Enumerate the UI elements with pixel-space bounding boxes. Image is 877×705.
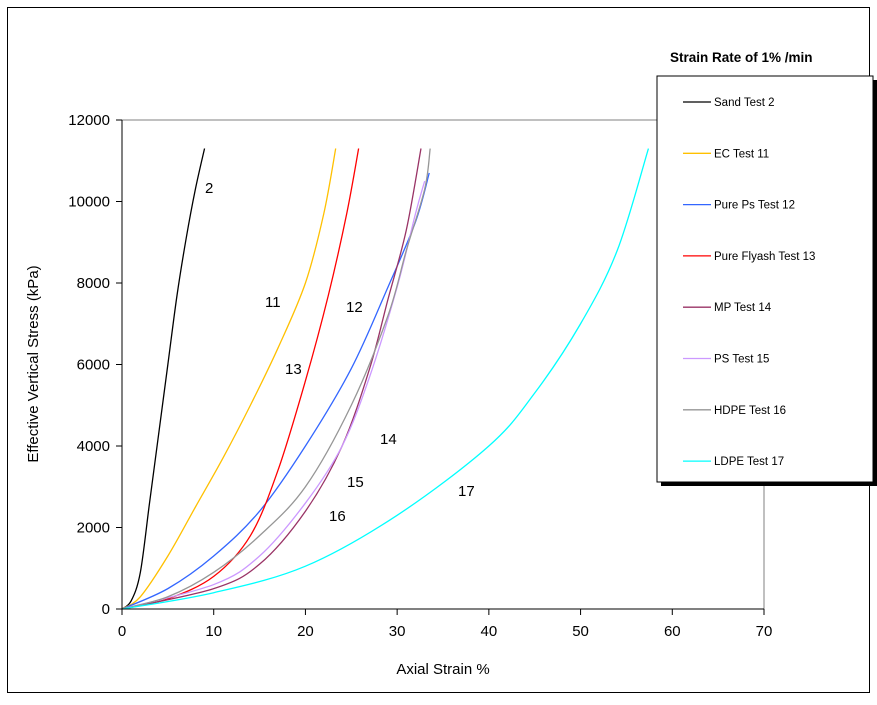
legend-entry-label: EC Test 11 — [714, 148, 769, 160]
legend-entry-label: HDPE Test 16 — [714, 405, 786, 417]
y-tick-label: 8000 — [77, 275, 110, 292]
series-line-16 — [121, 148, 431, 610]
x-axis-title: Axial Strain % — [396, 661, 489, 678]
x-tick-label: 40 — [481, 623, 498, 640]
x-tick-label: 30 — [389, 623, 406, 640]
legend-entry-label: LDPE Test 17 — [714, 456, 784, 468]
series-line-13 — [121, 148, 360, 610]
series-line-11 — [121, 148, 337, 610]
x-tick-label: 60 — [664, 623, 681, 640]
legend-box — [656, 75, 874, 483]
x-tick-label: 0 — [118, 623, 126, 640]
y-tick-label: 12000 — [68, 112, 110, 129]
legend-entry-label: PS Test 15 — [714, 354, 769, 366]
x-tick-label: 20 — [297, 623, 314, 640]
y-tick-label: 10000 — [68, 194, 110, 211]
legend-entry-label: Sand Test 2 — [714, 97, 775, 109]
y-axis-title: Effective Vertical Stress (kPa) — [25, 265, 42, 462]
x-tick-label: 50 — [572, 623, 589, 640]
x-tick-label: 10 — [205, 623, 222, 640]
legend-entry-label: Pure Ps Test 12 — [714, 200, 795, 212]
curve-label-13: 13 — [285, 361, 302, 378]
x-tick-label: 70 — [756, 623, 773, 640]
series-line-12 — [121, 172, 430, 610]
legend-title: Strain Rate of 1% /min — [670, 50, 813, 65]
curve-label-12: 12 — [346, 299, 363, 316]
curve-label-17: 17 — [458, 483, 475, 500]
curve-label-16: 16 — [329, 508, 346, 525]
legend-entry-label: MP Test 14 — [714, 302, 772, 314]
y-tick-label: 0 — [102, 601, 110, 618]
curve-label-11: 11 — [265, 294, 281, 311]
curve-label-15: 15 — [347, 474, 364, 491]
series-line-17 — [121, 148, 650, 610]
y-tick-label: 4000 — [77, 438, 110, 455]
curve-label-2: 2 — [205, 180, 213, 197]
curve-label-14: 14 — [380, 431, 397, 448]
axes-group: 0 10 20 30 40 50 60 70 0 2000 4000 6000 8000 10000 120… — [68, 112, 772, 640]
legend: Sand Test 2 EC Test 11 Pure Ps Test 12 Pure… — [683, 97, 815, 468]
y-tick-label: 6000 — [77, 357, 110, 374]
legend-entry-label: Pure Flyash Test 13 — [714, 251, 815, 263]
curves-group — [121, 148, 650, 610]
y-tick-label: 2000 — [77, 520, 110, 537]
series-line-2 — [121, 148, 206, 610]
